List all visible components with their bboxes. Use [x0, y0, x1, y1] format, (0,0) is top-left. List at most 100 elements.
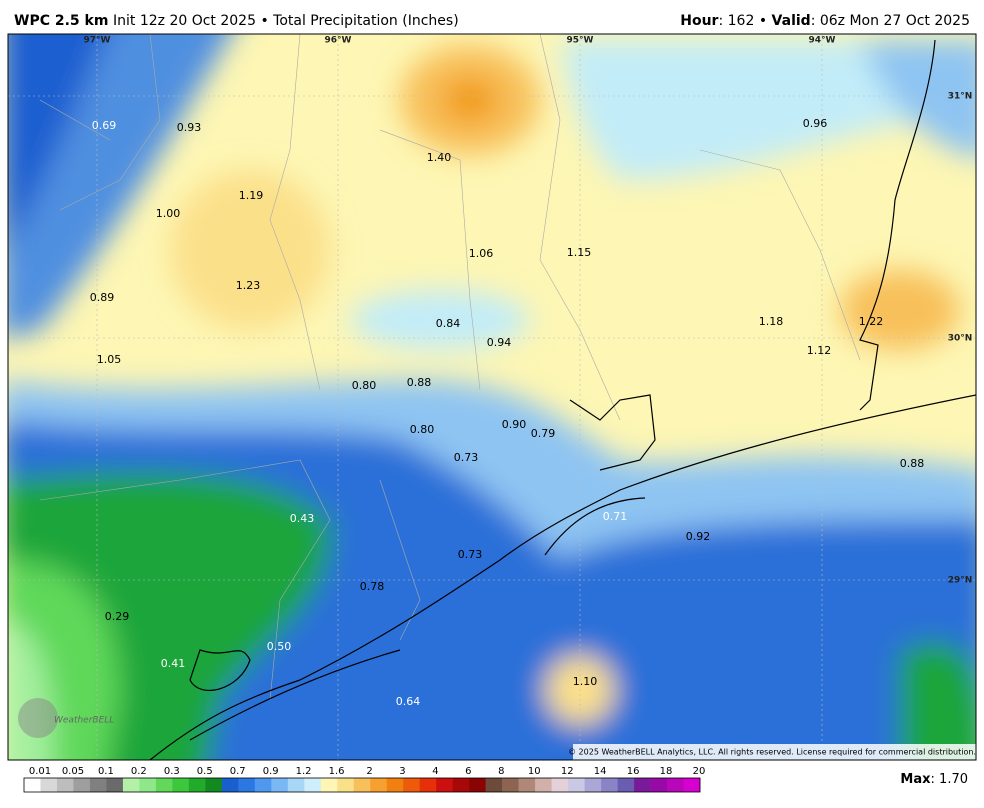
max-value: 1.70 [939, 772, 968, 787]
colorbar-swatch [337, 778, 355, 792]
value-label: 1.22 [859, 315, 884, 328]
value-label: 0.88 [900, 457, 925, 470]
valid: 06z Mon 27 Oct 2025 [820, 13, 970, 29]
value-label: 0.92 [686, 530, 711, 543]
colorbar-swatch [452, 778, 470, 792]
colorbar-swatch [419, 778, 437, 792]
hour: 162 [728, 13, 755, 29]
colorbar-label: 0.01 [29, 766, 51, 777]
value-label: 0.50 [267, 640, 292, 653]
value-label: 0.41 [161, 657, 186, 670]
colorbar-swatch [188, 778, 206, 792]
value-label: 1.15 [567, 246, 592, 259]
colorbar-swatch [271, 778, 289, 792]
latitude-label: 31°N [948, 92, 973, 102]
max-info: Max: 1.70 [900, 772, 968, 787]
value-label: 0.80 [352, 379, 377, 392]
colorbar-swatch [304, 778, 322, 792]
colorbar-label: 0.5 [197, 766, 213, 777]
colorbar-label: 0.7 [230, 766, 246, 777]
colorbar-label: 10 [528, 766, 541, 777]
value-label: 0.80 [410, 423, 435, 436]
value-label: 0.29 [105, 610, 130, 623]
logo-icon [18, 698, 58, 738]
value-label: 0.90 [502, 418, 527, 431]
colorbar-swatch [353, 778, 371, 792]
colorbar-label: 0.05 [62, 766, 84, 777]
value-label: 0.78 [360, 580, 385, 593]
value-label: 0.69 [92, 119, 117, 132]
colorbar-label: 12 [561, 766, 574, 777]
colorbar-label: 1.2 [296, 766, 312, 777]
colorbar-label: 2 [366, 766, 372, 777]
colorbar-swatch [502, 778, 519, 792]
colorbar-swatch [568, 778, 585, 792]
colorbar-swatch [122, 778, 140, 792]
latitude-label: 30°N [948, 334, 973, 344]
colorbar-frame [23, 777, 701, 793]
value-label: 0.64 [396, 695, 421, 708]
colorbar-swatch [40, 778, 58, 792]
hour-label: Hour [680, 13, 718, 29]
value-label: 0.96 [803, 117, 828, 130]
run-info: Init 12z 20 Oct 2025 • Total Precipitati… [113, 13, 459, 29]
model-name: WPC 2.5 km [14, 13, 108, 29]
copyright: © 2025 WeatherBELL Analytics, LLC. All r… [568, 748, 976, 757]
colorbar-swatch [650, 778, 668, 792]
colorbar-swatch [436, 778, 453, 792]
colorbar-swatch [320, 778, 338, 792]
value-label: 1.05 [97, 353, 122, 366]
colorbar-swatch [155, 778, 173, 792]
colorbar-swatch [287, 778, 305, 792]
colorbar-label: 6 [465, 766, 471, 777]
value-label: 1.18 [759, 315, 784, 328]
colorbar-swatch [106, 778, 124, 792]
colorbar-swatch [24, 778, 41, 792]
value-label: 0.71 [603, 510, 628, 523]
valid-label: Valid [772, 13, 811, 29]
value-label: 1.00 [156, 207, 181, 220]
longitude-label: 97°W [84, 36, 111, 46]
value-label: 0.89 [90, 291, 115, 304]
latitude-label: 29°N [948, 576, 973, 586]
colorbar-swatch [172, 778, 190, 792]
colorbar-swatch [56, 778, 74, 792]
colorbar-swatch [683, 778, 701, 792]
colorbar-swatch [485, 778, 503, 792]
coastline [149, 39, 976, 760]
colorbar-label: 0.1 [98, 766, 114, 777]
value-label: 0.43 [290, 512, 315, 525]
value-label: 1.40 [427, 151, 452, 164]
logo: WeatherBELL [54, 716, 114, 726]
value-label: 0.93 [177, 121, 202, 134]
colorbar-label: 14 [594, 766, 607, 777]
colorbar-swatch [617, 778, 635, 792]
colorbar-swatch [370, 778, 388, 792]
colorbar-swatch [634, 778, 651, 792]
colorbar-swatch [254, 778, 272, 792]
value-label: 1.19 [239, 189, 264, 202]
value-label: 0.73 [458, 548, 483, 561]
value-label: 1.06 [469, 247, 494, 260]
value-label: 0.94 [487, 336, 512, 349]
colorbar-label: 16 [627, 766, 640, 777]
value-label: 1.10 [573, 675, 598, 688]
colorbar-label: 3 [399, 766, 405, 777]
colorbar-label: 0.3 [164, 766, 180, 777]
colorbar-swatch [667, 778, 684, 792]
colorbar-swatch [551, 778, 569, 792]
colorbar-swatch [139, 778, 157, 792]
colorbar-label: 8 [498, 766, 504, 777]
colorbar-swatch [535, 778, 552, 792]
colorbar-swatch [518, 778, 536, 792]
value-labels: 97°W 96°W 95°W 94°W 31°N 30°N 29°N 0.69 0.93 1.40… [84, 36, 973, 709]
colorbar-swatch [89, 778, 107, 792]
colorbar-label: 1.6 [329, 766, 345, 777]
colorbar-label: 20 [693, 766, 706, 777]
colorbar-swatch [386, 778, 404, 792]
map-frame [7, 33, 977, 761]
max-label: Max [900, 772, 931, 787]
colorbar-swatch [403, 778, 421, 792]
